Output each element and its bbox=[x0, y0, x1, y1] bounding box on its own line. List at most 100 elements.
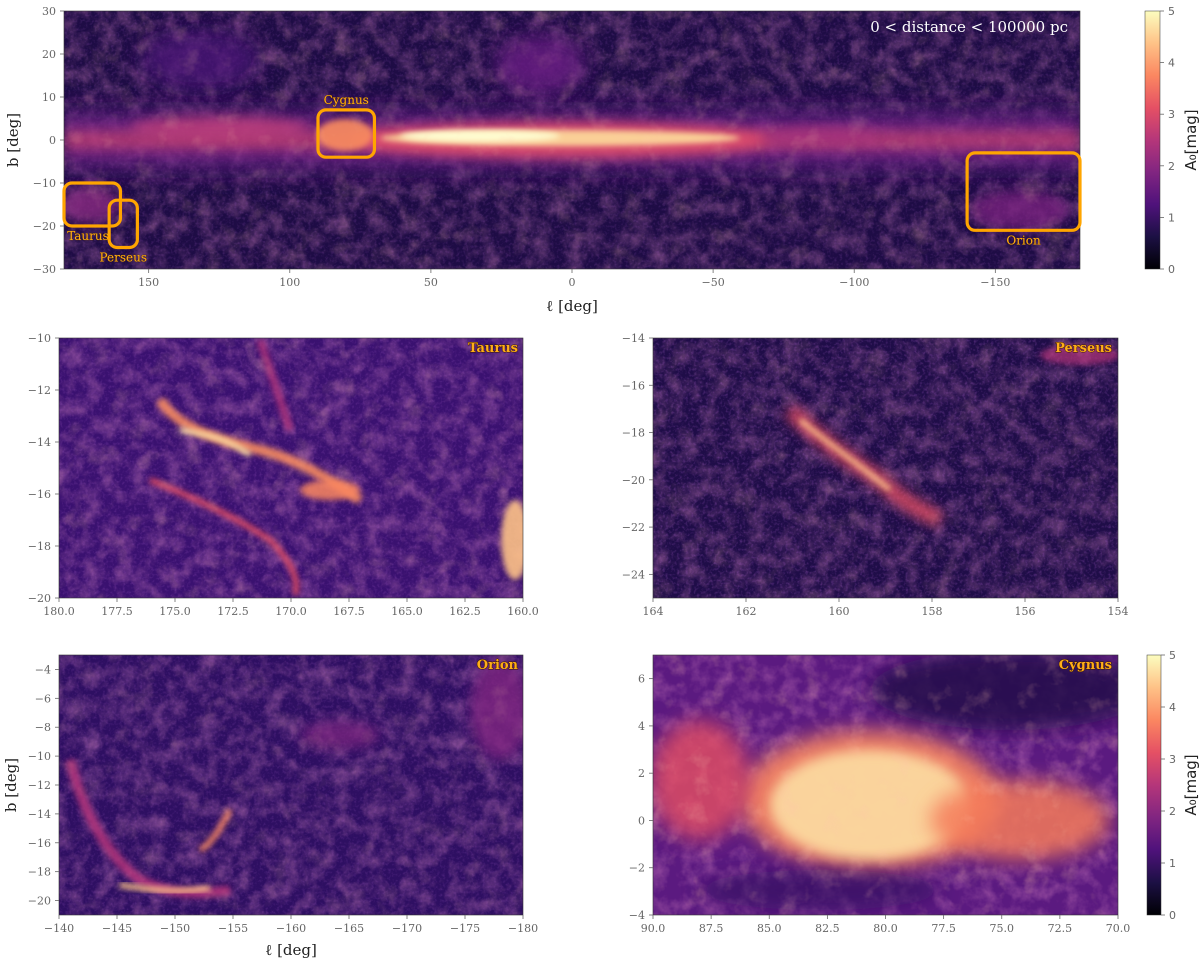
cygnus-y-ticks: 6 4 2 0 −2 −4 bbox=[629, 673, 653, 922]
region-box-taurus[interactable] bbox=[62, 181, 123, 228]
region-box-cygnus[interactable] bbox=[316, 108, 377, 159]
colorbar-bottom-ticks: 0 1 2 3 4 5 bbox=[1161, 649, 1176, 922]
perseus-y-tick-label: −20 bbox=[622, 474, 645, 487]
perseus-frame bbox=[652, 337, 1119, 599]
cb-bot-ticks-label: 4 bbox=[1169, 701, 1176, 714]
all-sky-x-tick-label: 150 bbox=[138, 276, 159, 289]
all-sky-x-tick-label: −150 bbox=[980, 276, 1010, 289]
all-sky-y-tick-label: 10 bbox=[42, 91, 56, 104]
orion-x-tick-label: −165 bbox=[334, 922, 364, 935]
all-sky-x-tick-label: −100 bbox=[839, 276, 869, 289]
perseus-y-tick-label: −22 bbox=[622, 521, 645, 534]
taurus-x-tick-label: 177.5 bbox=[101, 605, 133, 618]
orion-x-tick-label: −175 bbox=[450, 922, 480, 935]
perseus-x-tick-label: 160 bbox=[829, 605, 850, 618]
cygnus-y-tick-label: 0 bbox=[638, 814, 645, 827]
distance-annotation: 0 < distance < 100000 pc bbox=[870, 18, 1068, 36]
orion-x-tick-label: −150 bbox=[160, 922, 190, 935]
all-sky-y-tick-label: 0 bbox=[49, 134, 56, 147]
taurus-y-tick-label: −14 bbox=[28, 436, 51, 449]
orion-x-ticks: −140 −145 −150 −155 −160 −165 −170 −175 −180 bbox=[44, 915, 538, 935]
orion-x-tick-label: −180 bbox=[508, 922, 538, 935]
all-sky-y-tick-label: −10 bbox=[33, 177, 56, 190]
orion-panel-label: Orion bbox=[477, 658, 519, 673]
allsky-heatmap bbox=[64, 11, 1080, 269]
taurus-x-tick-label: 172.5 bbox=[217, 605, 249, 618]
orion-y-tick-label: −16 bbox=[28, 837, 51, 850]
all-sky-y-tick-label: 30 bbox=[42, 5, 56, 18]
all-sky-y-tick-label: −30 bbox=[33, 263, 56, 276]
cygnus-x-tick-label: 77.5 bbox=[931, 922, 956, 935]
cb-top-ticks-label: 4 bbox=[1168, 57, 1175, 70]
orion-y-tick-label: −12 bbox=[28, 779, 51, 792]
cb-top-ticks-label: 0 bbox=[1168, 263, 1175, 276]
perseus-y-tick-label: −16 bbox=[622, 379, 645, 392]
orion-y-tick-label: −8 bbox=[35, 721, 51, 734]
cb-bot-ticks-label: 5 bbox=[1169, 649, 1176, 662]
all-sky-y-tick-label: 20 bbox=[42, 48, 56, 61]
taurus-x-tick-label: 175.0 bbox=[159, 605, 191, 618]
taurus-x-tick-label: 170.0 bbox=[275, 605, 307, 618]
orion-x-tick-label: −140 bbox=[44, 922, 74, 935]
perseus-y-tick-label: −14 bbox=[622, 332, 645, 345]
allsky-x-ticks: 150 100 50 0 −50 −100 −150 bbox=[138, 269, 1010, 289]
cb-bot-ticks-label: 0 bbox=[1169, 909, 1176, 922]
taurus-y-tick-label: −20 bbox=[28, 592, 51, 605]
taurus-x-ticks: 180.0 177.5 175.0 172.5 170.0 167.5 165.0 162.5… bbox=[43, 598, 539, 618]
perseus-x-tick-label: 154 bbox=[1108, 605, 1129, 618]
taurus-x-tick-label: 167.5 bbox=[333, 605, 365, 618]
cb-bot-ticks-label: 2 bbox=[1169, 805, 1176, 818]
taurus-x-tick-label: 165.0 bbox=[391, 605, 423, 618]
taurus-y-tick-label: −18 bbox=[28, 540, 51, 553]
cygnus-y-tick-label: −2 bbox=[629, 862, 645, 875]
cb-top-ticks-label: 3 bbox=[1168, 108, 1175, 121]
taurus-panel-label: Taurus bbox=[468, 341, 518, 356]
taurus-y-ticks: −10 −12 −14 −16 −18 −20 bbox=[28, 332, 59, 605]
orion-y-tick-label: −10 bbox=[28, 750, 51, 763]
orion-x-tick-label: −145 bbox=[102, 922, 132, 935]
region-boxes: Cygnus Taurus Perseus Orion bbox=[62, 93, 1082, 265]
cb-top-ticks-label: 2 bbox=[1168, 160, 1175, 173]
all-sky-y-tick-label: −20 bbox=[33, 220, 56, 233]
colorbar-bottom-label: A₀[mag] bbox=[1182, 754, 1200, 815]
region-box-orion[interactable] bbox=[965, 151, 1082, 232]
cygnus-x-tick-label: 85.0 bbox=[757, 922, 782, 935]
orion-y-axis-label: b [deg] bbox=[2, 758, 20, 812]
taurus-y-tick-label: −10 bbox=[28, 332, 51, 345]
cygnus-x-tick-label: 75.0 bbox=[990, 922, 1015, 935]
cygnus-x-tick-label: 70.0 bbox=[1106, 922, 1131, 935]
orion-y-ticks: −4 −6 −8 −10 −12 −14 −16 −18 −20 bbox=[28, 663, 59, 908]
cb-bot-ticks-label: 3 bbox=[1169, 753, 1176, 766]
perseus-panel-label: Perseus bbox=[1055, 341, 1112, 356]
orion-y-tick-label: −6 bbox=[35, 692, 51, 705]
cb-top-ticks-label: 1 bbox=[1168, 211, 1175, 224]
orion-x-axis-label: ℓ [deg] bbox=[265, 941, 317, 959]
orion-y-tick-label: −14 bbox=[28, 808, 51, 821]
all-sky-x-tick-label: 0 bbox=[569, 276, 576, 289]
region-box-perseus[interactable] bbox=[107, 198, 139, 250]
cygnus-y-tick-label: 6 bbox=[638, 673, 645, 686]
cygnus-panel: Cygnus 90.0 87.5 85.0 82.5 80.0 77.5 75.0 72.5 7… bbox=[629, 654, 1131, 935]
cygnus-y-tick-label: 2 bbox=[638, 767, 645, 780]
cygnus-x-tick-label: 90.0 bbox=[641, 922, 666, 935]
colorbar-bottom: 0 1 2 3 4 5 A₀[mag] bbox=[1146, 649, 1200, 922]
cygnus-y-tick-label: −4 bbox=[629, 909, 645, 922]
cygnus-x-tick-label: 72.5 bbox=[1048, 922, 1073, 935]
perseus-y-ticks: −14 −16 −18 −20 −22 −24 bbox=[622, 332, 653, 581]
taurus-x-tick-label: 162.5 bbox=[449, 605, 481, 618]
cygnus-x-tick-label: 80.0 bbox=[873, 922, 898, 935]
orion-panel: Orion −140 −145 −150 −155 −160 −165 −170 −175 −1… bbox=[2, 654, 538, 959]
cygnus-panel-label: Cygnus bbox=[1059, 658, 1112, 673]
taurus-y-tick-label: −16 bbox=[28, 488, 51, 501]
perseus-x-tick-label: 164 bbox=[643, 605, 664, 618]
colorbar-top: 0 1 2 3 4 5 A₀[mag] bbox=[1144, 5, 1200, 276]
cygnus-x-tick-label: 82.5 bbox=[815, 922, 840, 935]
allsky-y-ticks: 30 20 10 0 −10 −20 −30 bbox=[33, 5, 64, 276]
taurus-x-tick-label: 160.0 bbox=[507, 605, 539, 618]
orion-x-tick-label: −160 bbox=[276, 922, 306, 935]
taurus-y-tick-label: −12 bbox=[28, 384, 51, 397]
orion-y-tick-label: −4 bbox=[35, 663, 51, 676]
allsky-map-panel: 0 < distance < 100000 pc Cygnus Taurus Per… bbox=[4, 5, 1082, 315]
perseus-heatmap bbox=[653, 338, 1118, 598]
cb-top-ticks-label: 5 bbox=[1168, 5, 1175, 18]
